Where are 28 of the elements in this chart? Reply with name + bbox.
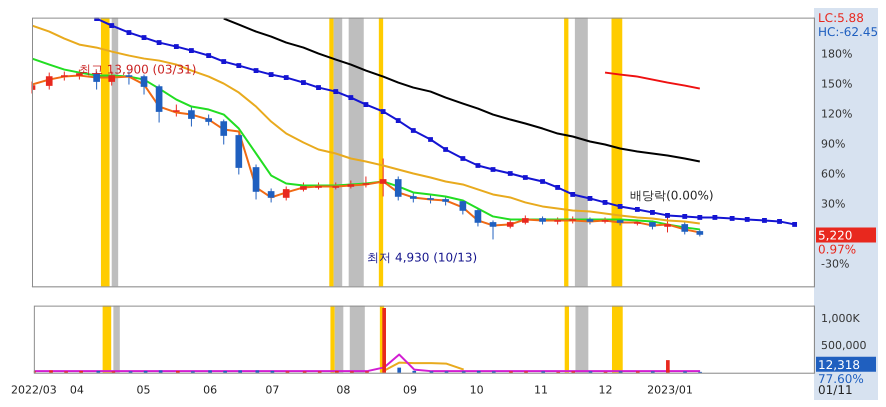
x-tick-label: 08 <box>336 383 350 396</box>
y-tick-label: 30% <box>821 197 846 210</box>
text: 12,318 <box>818 358 860 372</box>
annotation: 배당락(0.00%) <box>630 188 714 202</box>
y-tick-label: 180% <box>821 47 852 60</box>
text: HC:-62.45 <box>818 25 878 39</box>
text: 5,220 <box>818 228 852 242</box>
text: 77.60% <box>818 372 864 386</box>
x-tick-label: 10 <box>470 383 484 396</box>
text: 01/11 <box>818 383 853 397</box>
y-tick-label: -30% <box>821 257 850 270</box>
x-tick-label: 2023/01 <box>647 383 693 396</box>
x-tick-label: 09 <box>402 383 417 396</box>
y-tick-label: 90% <box>821 137 846 150</box>
y-tick-label: 150% <box>821 77 852 90</box>
y-tick-label: 500,000 <box>821 338 866 352</box>
x-tick-label: 2022/03 <box>10 383 57 396</box>
x-tick-label: 05 <box>136 383 150 396</box>
text: LC:5.88 <box>818 11 864 25</box>
x-tick-label: 06 <box>203 383 218 396</box>
x-tick-label: 07 <box>265 383 280 396</box>
x-tick-label: 12 <box>598 383 613 396</box>
text: 0.97% <box>818 242 856 256</box>
y-tick-label: 120% <box>821 107 852 120</box>
y-tick-label: 60% <box>821 167 846 180</box>
x-tick-label: 11 <box>534 383 548 396</box>
x-tick-label: 04 <box>70 383 84 396</box>
y-tick-label: 1,000K <box>821 312 860 325</box>
